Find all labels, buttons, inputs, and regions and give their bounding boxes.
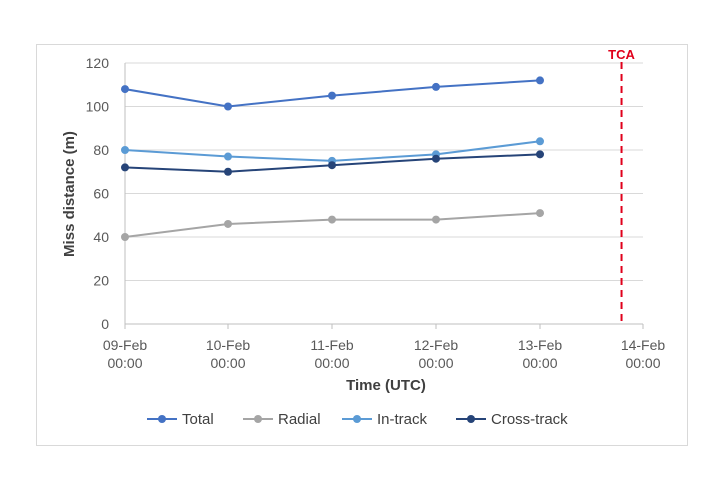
data-point-in-track <box>121 146 129 154</box>
data-point-radial <box>328 215 336 224</box>
y-tick-label: 100 <box>86 99 110 115</box>
y-tick-label: 20 <box>93 273 109 289</box>
data-point-total <box>224 102 232 111</box>
legend-marker-in-track <box>353 415 361 423</box>
y-tick-label: 0 <box>101 316 109 332</box>
legend-marker-total <box>158 415 166 423</box>
y-axis-title: Miss distance (m) <box>61 131 78 257</box>
data-point-total <box>121 85 129 94</box>
data-point-cross-track <box>432 154 440 163</box>
data-point-in-track <box>224 152 232 161</box>
x-tick-label-date: 14-Feb <box>621 337 666 353</box>
x-tick-label-time: 00:00 <box>418 355 453 371</box>
data-point-cross-track <box>536 150 544 159</box>
legend-label-radial: Radial <box>278 411 321 428</box>
data-point-cross-track <box>328 161 336 170</box>
x-axis-title: Time (UTC) <box>346 377 426 394</box>
legend-label-cross-track: Cross-track <box>491 411 568 428</box>
gridlines <box>125 62 643 281</box>
x-tick-label-time: 00:00 <box>625 355 660 371</box>
data-point-radial <box>224 219 232 228</box>
legend: Total Radial In-track Cross-track <box>147 411 568 428</box>
legend-label-in-track: In-track <box>377 411 428 428</box>
data-point-total <box>432 82 440 91</box>
y-tick-label: 60 <box>93 186 109 202</box>
legend-marker-cross-track <box>467 415 475 423</box>
y-tick-label: 80 <box>93 142 109 158</box>
x-tick-label-date: 10-Feb <box>206 337 251 353</box>
data-point-cross-track <box>121 163 129 172</box>
tca-label: TCA <box>608 47 635 62</box>
legend-marker-radial <box>254 415 262 423</box>
x-tick-label-time: 00:00 <box>522 355 557 371</box>
axes: 0 20 40 60 80 100 120 09-Feb 00:00 10-Feb 00:00 11-… <box>86 55 666 371</box>
x-tick-label-date: 12-Feb <box>414 337 459 353</box>
x-tick-label-time: 00:00 <box>314 355 349 371</box>
y-tick-label: 120 <box>86 55 110 71</box>
data-point-total <box>536 76 544 85</box>
data-point-cross-track <box>224 167 232 176</box>
x-tick-label-time: 00:00 <box>210 355 245 371</box>
series-layer <box>121 76 544 241</box>
legend-label-total: Total <box>182 411 214 428</box>
data-point-radial <box>121 233 129 241</box>
x-tick-label-date: 11-Feb <box>310 337 354 353</box>
x-tick-label-time: 00:00 <box>107 355 142 371</box>
tca-annotation: TCA <box>608 47 636 324</box>
data-point-radial <box>536 209 544 218</box>
x-tick-label-date: 13-Feb <box>518 337 563 353</box>
data-point-in-track <box>536 137 544 146</box>
data-point-total <box>328 91 336 100</box>
chart-frame <box>36 44 688 446</box>
data-point-radial <box>432 215 440 224</box>
y-tick-label: 40 <box>93 229 109 245</box>
x-tick-label-date: 09-Feb <box>103 337 148 353</box>
